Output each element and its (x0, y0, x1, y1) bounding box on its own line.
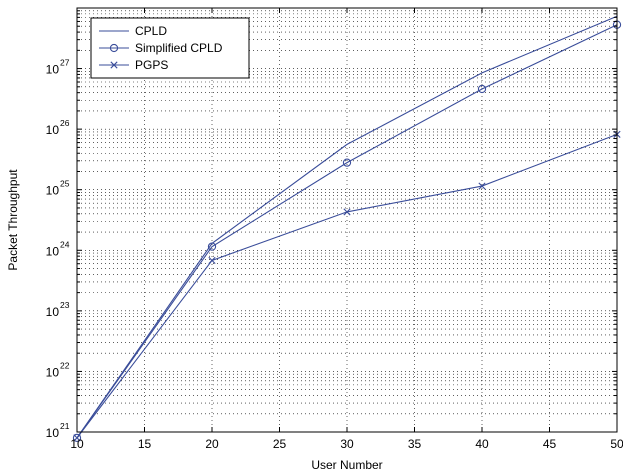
y-tick-label-exponent: 22 (60, 360, 70, 370)
legend-label: PGPS (135, 58, 168, 72)
x-tick-label: 40 (475, 437, 489, 451)
y-tick-label: 10 (46, 305, 60, 319)
x-axis-title: User Number (311, 458, 382, 472)
x-tick-label: 25 (273, 437, 287, 451)
legend-label: CPLD (135, 24, 167, 38)
x-tick-label: 15 (138, 437, 152, 451)
x-tick-label: 10 (70, 437, 84, 451)
y-tick-label-exponent: 25 (60, 179, 70, 189)
y-tick-label: 10 (46, 365, 60, 379)
x-tick-label: 45 (543, 437, 557, 451)
x-tick-label: 20 (205, 437, 219, 451)
y-tick-label-exponent: 23 (60, 300, 70, 310)
y-tick-label-exponent: 21 (60, 421, 70, 431)
legend-label: Simplified CPLD (135, 41, 223, 55)
y-tick-label: 10 (46, 63, 60, 77)
x-tick-label: 35 (408, 437, 422, 451)
legend: CPLD Simplified CPLD PGPS (91, 18, 249, 78)
y-tick-label: 10 (46, 184, 60, 198)
y-tick-label: 10 (46, 123, 60, 137)
y-tick-label-exponent: 26 (60, 118, 70, 128)
x-tick-label: 30 (340, 437, 354, 451)
y-tick-label-exponent: 27 (60, 58, 70, 68)
y-tick-label: 10 (46, 244, 60, 258)
x-tick-label: 50 (610, 437, 623, 451)
x-tick-labels: 10 15 20 25 30 35 40 45 50 (70, 437, 623, 451)
y-tick-label-exponent: 24 (60, 239, 70, 249)
y-axis-title: Packet Throughput (6, 169, 20, 271)
y-tick-label: 10 (46, 426, 60, 440)
